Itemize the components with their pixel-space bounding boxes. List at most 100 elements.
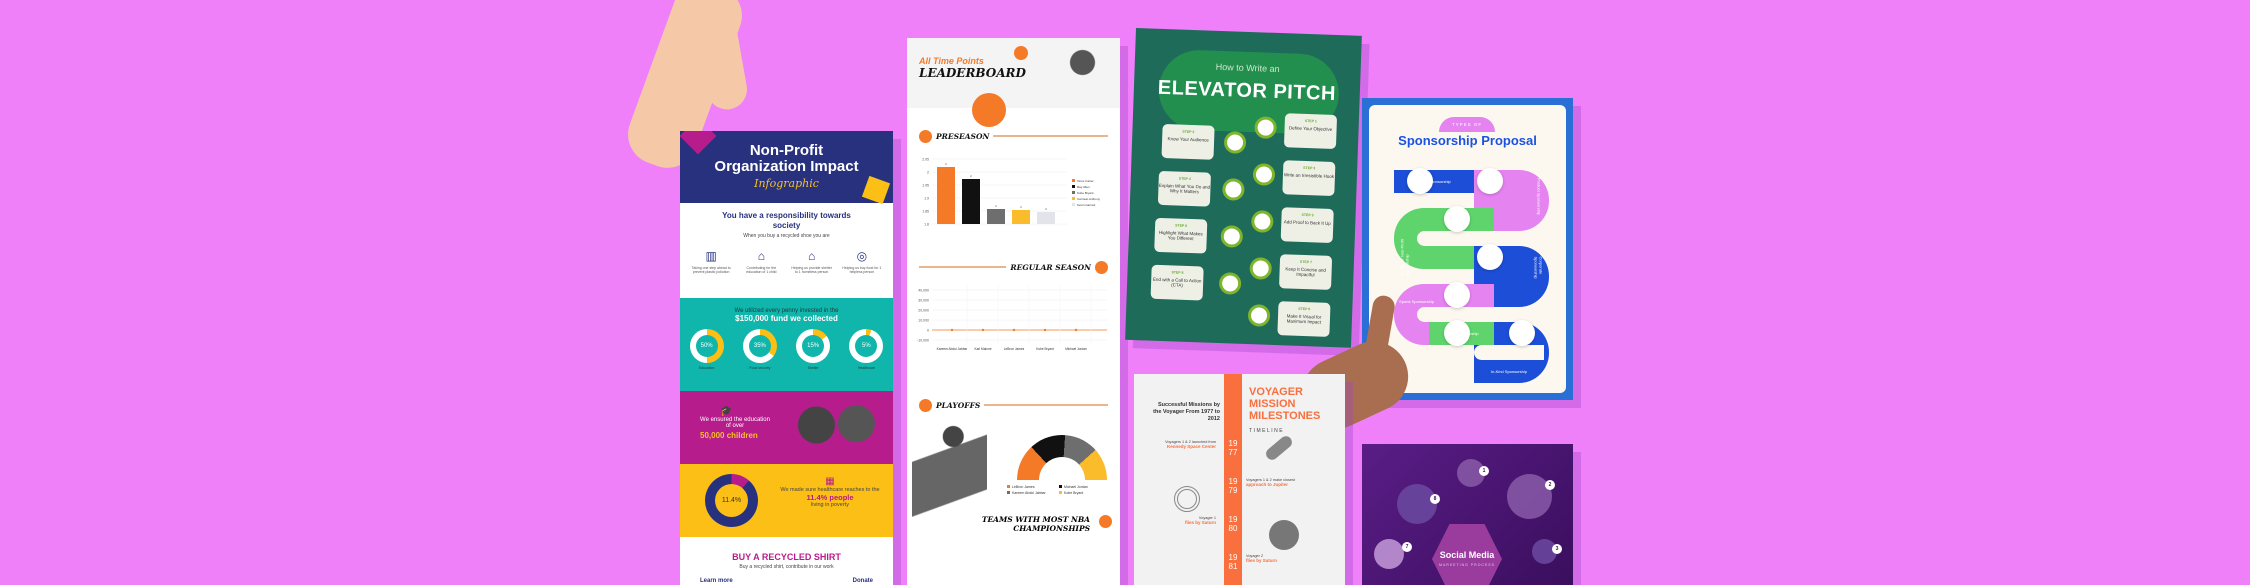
legend-label: LeBron James — [1012, 485, 1035, 489]
y-tick-label: 0 — [927, 329, 929, 333]
bar — [987, 209, 1005, 224]
timeline-event: Voyager 1 flies by Saturn — [1144, 516, 1216, 525]
social-media-card[interactable]: 1 2 3 7 8 Social Media MARKETING PROCESS — [1362, 444, 1573, 585]
basketball-icon — [1444, 282, 1470, 308]
step-text: Make It Visual for Maximum Impact — [1286, 312, 1322, 325]
step-number: 8 — [1430, 494, 1440, 504]
legend-swatch — [1072, 197, 1075, 200]
player-photo — [912, 420, 987, 530]
action-item: ▥ Taking one step ahead to prevent plasti… — [689, 249, 733, 274]
elevator-pitch-card[interactable]: How to Write an ELEVATOR PITCH STEP 1 Def… — [1125, 28, 1362, 348]
preseason-bar-chart: 2.05 2 1.95 1.9 1.85 1.8 2 Vince Carter 2 Ray All… — [922, 158, 1100, 227]
healthcare-text: We made sure healthcare reaches to the — [780, 487, 880, 493]
fund-amount: $150,000 fund we collected — [735, 314, 838, 323]
voyager-timeline-card[interactable]: Successful Missions by the Voyager From … — [1134, 374, 1345, 585]
leaderboard-title-top: All Time Points — [919, 56, 984, 66]
nonprofit-header: Non-Profit Organization Impact Infograph… — [680, 131, 893, 205]
step-card: STEP 8 End with a Call to Action (CTA) — [1150, 264, 1204, 301]
learn-more-link[interactable]: Learn more — [700, 578, 733, 584]
school-icon: ⌂ — [757, 249, 765, 263]
step-icon — [1247, 304, 1271, 327]
legend-label: Kevin Garnett — [1077, 203, 1096, 207]
legend-swatch — [1072, 203, 1075, 206]
leaderboard-header: All Time Points LEADERBOARD — [907, 38, 1120, 127]
donut-value: 15% — [802, 335, 825, 357]
sponsorship-proposal-card[interactable]: TYPES OF Sponsorship Proposal Event Spon… — [1362, 98, 1573, 400]
y-tick-label: 1.9 — [924, 197, 929, 201]
basketball-icon — [972, 93, 1006, 127]
step-icon — [1220, 225, 1244, 248]
legend-label: Kareem Abdul Jabbar — [1012, 491, 1046, 495]
legend-label: Michael Jordan — [1064, 485, 1088, 489]
nonprofit-subtitle: Infographic — [754, 177, 819, 190]
education-text: We ensured the education of over — [700, 417, 770, 429]
x-tick-label: LeBron James — [1004, 347, 1025, 351]
legend-item: Michael Jordan — [1059, 485, 1109, 489]
y-tick-label: 1.95 — [922, 184, 929, 188]
bar-label: 2 — [995, 204, 997, 208]
step-text: Write an Irresistible Hook — [1283, 171, 1335, 179]
hospital-icon: ▦ — [825, 476, 835, 487]
calendar-icon — [1407, 168, 1433, 194]
bar — [1012, 210, 1030, 224]
section-title: REGULAR SEASON — [1010, 262, 1091, 272]
legend-swatch — [1072, 179, 1075, 182]
graduation-cap-icon: 🎓 — [720, 406, 733, 417]
voyager-subtitle: TIMELINE — [1249, 428, 1285, 434]
action-item: ◎ Helping us buy food for 1 helpless pers… — [840, 249, 884, 274]
event-text: Voyagers 1 & 2 launched from — [1165, 440, 1216, 444]
shirt-sub: Buy a recycled shirt, contribute in our … — [739, 564, 834, 570]
corporate-band: Corporate Sponsorship — [1528, 257, 1551, 297]
sponsorship-type: In-Kind Sponsorship — [1490, 369, 1528, 374]
donut-value: 50% — [695, 335, 718, 357]
data-point — [1074, 328, 1078, 332]
data-point — [950, 328, 954, 332]
responsibility-sub: When you buy a recycled shoe you are — [743, 233, 830, 239]
action-text: Taking one step ahead to prevent plastic… — [691, 266, 731, 274]
gift-icon — [1477, 168, 1503, 194]
step-text: Keep It Concise and Impactful — [1285, 265, 1327, 278]
healthcare-section: 11.4% ▦ We made sure healthcare reaches … — [680, 464, 893, 537]
legend-item: LeBron James — [1007, 485, 1057, 489]
sponsorship-type: Charity Or Non-Profit Sponsorship — [1399, 239, 1409, 277]
responsibility-section: You have a responsibility towards societ… — [680, 203, 893, 298]
donut-chart: 50% Education — [689, 329, 725, 370]
step-card: STEP 3 Write an Irresistible Hook — [1282, 160, 1336, 197]
bar — [937, 167, 955, 224]
children-photo — [788, 399, 883, 464]
voyager-title: VOYAGER MISSION MILESTONES — [1249, 386, 1321, 422]
y-tick-label: -10,000 — [917, 339, 929, 343]
donut-chart: 35% Food security — [742, 329, 778, 370]
step-circle — [1397, 484, 1437, 524]
data-point — [981, 328, 985, 332]
bar — [1037, 212, 1055, 224]
step-circle — [1507, 474, 1552, 519]
y-tick-label: 1.8 — [924, 223, 929, 227]
healthcare-donut: 11.4% — [705, 474, 758, 527]
step-text: Know Your Audience — [1167, 135, 1209, 143]
leaderboard-infographic-card[interactable]: All Time Points LEADERBOARD PRESEASON 2.… — [907, 38, 1120, 585]
legend-label: Vince Carter — [1077, 179, 1094, 183]
legend-item: Kobe Bryant — [1059, 491, 1109, 495]
timeline-event: Voyagers 1 & 2 make closest approach to J… — [1246, 478, 1318, 487]
x-tick-label: Michael Jordan — [1065, 347, 1087, 351]
media-icon — [1444, 320, 1470, 346]
timeline-event: Voyagers 1 & 2 launched from Kennedy Spac… — [1144, 440, 1216, 449]
bar-label: 2 — [945, 162, 947, 166]
event-text: Voyager 1 — [1198, 516, 1216, 520]
timeline-year: 19 79 — [1228, 477, 1238, 495]
nonprofit-infographic-card[interactable]: Non-Profit Organization Impact Infograph… — [680, 131, 893, 585]
leaderboard-title: LEADERBOARD — [919, 66, 1026, 80]
scoreboard-icon — [919, 398, 932, 412]
player-photo — [1050, 43, 1115, 108]
sponsorship-kicker: TYPES OF — [1439, 117, 1495, 132]
social-title: Social Media — [1439, 550, 1495, 560]
regular-season-line-chart: 40,000 30,000 20,000 10,000 0 -10,000 Kareem A… — [917, 285, 1107, 351]
donate-link[interactable]: Donate — [852, 578, 873, 584]
step-card: STEP 7 Keep It Concise and Impactful — [1279, 254, 1333, 290]
step-card: STEP 2 Know Your Audience — [1161, 123, 1215, 160]
sponsorship-type: Corporate Sponsorship — [1534, 256, 1544, 279]
target-icon — [1174, 486, 1200, 512]
legend-label: Kobe Bryant — [1064, 491, 1084, 495]
step-icon — [1222, 178, 1245, 201]
